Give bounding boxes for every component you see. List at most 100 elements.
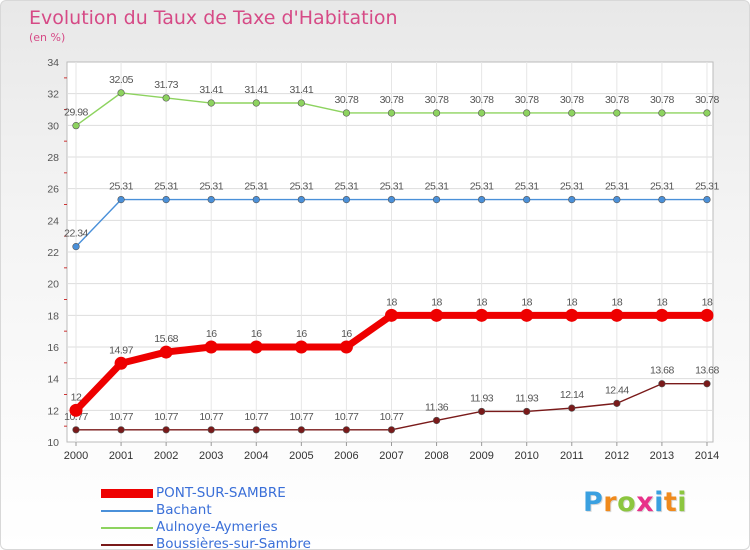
data-point-pont-sur-sambre [520,308,534,322]
data-point-aulnoye-aymeries [658,109,666,117]
x-tick-label: 2005 [289,450,313,462]
data-label-pont-sur-sambre: 16 [251,328,262,340]
data-label-pont-sur-sambre: 18 [521,296,532,308]
data-label-boussi-res-sur-sambre: 10.77 [64,411,88,423]
legend-item: Boussières-sur-Sambre [101,536,311,550]
data-point-boussi-res-sur-sambre [117,426,125,434]
data-point-bachant [613,195,621,204]
x-tick-label: 2004 [244,450,268,462]
data-label-boussi-res-sur-sambre: 13.68 [650,365,674,377]
legend-item: Aulnoye-Aymeries [101,519,311,536]
data-label-aulnoye-aymeries: 30.78 [470,94,494,106]
data-point-bachant [297,195,305,204]
data-point-boussi-res-sur-sambre [207,426,215,434]
data-point-boussi-res-sur-sambre [387,426,396,434]
data-label-pont-sur-sambre: 18 [657,296,668,308]
x-tick-label: 2003 [199,450,223,462]
legend-swatch [101,489,153,498]
data-label-aulnoye-aymeries: 31.41 [199,84,223,96]
logo-letter: t [663,487,678,518]
data-label-boussi-res-sur-sambre: 10.77 [154,411,178,423]
data-point-boussi-res-sur-sambre [613,399,621,407]
data-label-bachant: 25.31 [425,181,449,193]
legend-label: Aulnoye-Aymeries [156,519,278,535]
x-tick-label: 2011 [560,450,584,462]
x-tick-label: 2013 [650,450,674,462]
data-label-pont-sur-sambre: 18 [476,296,487,308]
x-tick-label: 2006 [334,450,358,462]
data-label-aulnoye-aymeries: 30.78 [335,94,359,106]
y-tick-label: 34 [47,57,59,69]
y-tick-label: 12 [47,405,59,417]
data-point-boussi-res-sur-sambre [252,426,260,434]
x-tick-label: 2008 [424,450,448,462]
data-label-pont-sur-sambre: 16 [341,328,352,340]
y-tick-label: 20 [47,279,59,291]
data-label-aulnoye-aymeries: 30.78 [425,94,449,106]
y-tick-label: 16 [47,342,59,354]
data-label-boussi-res-sur-sambre: 10.77 [244,411,268,423]
data-point-bachant [72,243,80,251]
data-point-bachant [432,195,441,204]
logo-letter: i [677,487,688,518]
data-label-bachant: 25.31 [335,181,359,193]
logo-letter: i [654,487,664,518]
y-tick-label: 28 [47,152,59,164]
data-label-boussi-res-sur-sambre: 10.77 [199,411,223,423]
data-point-pont-sur-sambre [384,308,398,322]
data-point-bachant [162,195,170,204]
proxiti-logo: Proxiti [583,487,687,518]
legend-item: PONT-SUR-SAMBRE [101,485,311,502]
data-label-aulnoye-aymeries: 30.78 [650,94,674,106]
data-point-bachant [117,195,125,204]
x-tick-label: 2002 [154,450,178,462]
x-tick-label: 2001 [109,450,133,462]
y-tick-label: 26 [47,184,59,196]
data-point-boussi-res-sur-sambre [297,426,305,434]
data-point-bachant [658,195,666,204]
data-label-pont-sur-sambre: 18 [702,296,713,308]
data-label-boussi-res-sur-sambre: 11.93 [515,392,539,404]
data-label-aulnoye-aymeries: 32.05 [109,74,133,86]
data-point-bachant [478,195,486,204]
data-point-boussi-res-sur-sambre [478,407,486,416]
data-label-pont-sur-sambre: 16 [296,328,307,340]
data-point-pont-sur-sambre [475,308,489,322]
data-point-boussi-res-sur-sambre [432,416,441,425]
data-label-boussi-res-sur-sambre: 10.77 [380,411,404,423]
data-label-bachant: 25.31 [289,181,313,193]
y-tick-label: 10 [47,437,59,449]
legend-item: Bachant [101,502,311,519]
data-point-bachant [207,195,215,204]
y-tick-label: 30 [47,120,59,132]
data-point-boussi-res-sur-sambre [162,426,170,434]
data-label-pont-sur-sambre: 16 [206,328,217,340]
logo-letter: P [583,487,604,518]
data-label-boussi-res-sur-sambre: 12.14 [560,389,584,401]
data-label-pont-sur-sambre: 18 [431,296,442,308]
data-label-pont-sur-sambre: 18 [566,296,577,308]
data-point-aulnoye-aymeries [252,99,260,107]
data-label-pont-sur-sambre: 12 [71,391,82,403]
data-label-boussi-res-sur-sambre: 10.77 [109,411,133,423]
data-label-aulnoye-aymeries: 31.41 [289,84,313,96]
y-tick-label: 22 [47,247,59,259]
data-point-pont-sur-sambre [159,345,173,359]
data-point-aulnoye-aymeries [342,109,351,117]
data-label-bachant: 25.31 [470,181,494,193]
data-label-aulnoye-aymeries: 31.41 [244,84,268,96]
data-point-aulnoye-aymeries [117,89,125,97]
data-point-pont-sur-sambre [294,340,308,354]
data-label-bachant: 22.34 [64,228,88,240]
data-point-aulnoye-aymeries [297,99,305,107]
data-point-pont-sur-sambre [565,308,579,322]
data-point-aulnoye-aymeries [432,109,441,117]
data-point-boussi-res-sur-sambre [568,404,576,412]
data-label-pont-sur-sambre: 15.68 [154,333,178,345]
data-point-aulnoye-aymeries [568,109,576,117]
legend-label: Boussières-sur-Sambre [156,536,311,550]
data-point-bachant [523,195,531,204]
chart-legend: PONT-SUR-SAMBRE Bachant Aulnoye-Aymeries Bo… [101,485,311,550]
data-point-pont-sur-sambre [69,403,83,417]
